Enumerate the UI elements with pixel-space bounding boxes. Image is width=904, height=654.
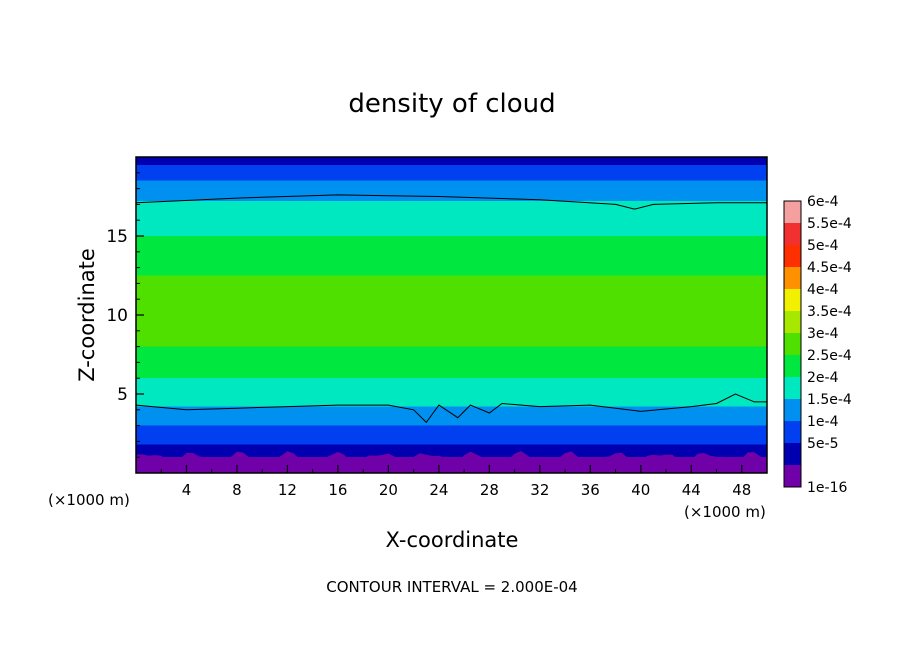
colorbar-label: 5e-5 xyxy=(807,436,838,452)
colorbar-label: 2e-4 xyxy=(807,370,839,386)
y-tick-label: 15 xyxy=(106,227,128,247)
colorbar-swatch xyxy=(784,311,801,333)
colorbar-swatch xyxy=(784,443,801,465)
x-tick-label: 16 xyxy=(328,481,347,499)
x-tick-label: 36 xyxy=(581,481,600,499)
colorbar-swatch xyxy=(784,399,801,421)
x-unit-right: (×1000 m) xyxy=(684,503,766,521)
colorbar-label: 1e-4 xyxy=(807,414,839,430)
colorbar-swatch xyxy=(784,333,801,355)
colorbar-swatch xyxy=(784,289,801,311)
colorbar-frame xyxy=(783,200,802,488)
x-tick-label: 8 xyxy=(232,481,242,499)
y-axis-label: Z-coordinate xyxy=(75,248,99,382)
contour-interval-note: CONTOUR INTERVAL = 2.000E-04 xyxy=(326,578,577,596)
colorbar-label: 3.5e-4 xyxy=(807,304,852,320)
density-field xyxy=(136,157,767,473)
contour-line-lower xyxy=(136,393,767,424)
y-tick-label: 10 xyxy=(106,306,128,326)
colorbar-swatch xyxy=(784,377,801,399)
colorbar-swatch xyxy=(784,223,801,245)
colorbar-label: 1.5e-4 xyxy=(807,392,852,408)
x-tick-label: 24 xyxy=(429,481,448,499)
x-tick-label: 44 xyxy=(682,481,701,499)
surface-low-density xyxy=(136,451,767,473)
colorbar-swatch xyxy=(784,245,801,267)
colorbar-swatch xyxy=(784,465,801,487)
y-tick-label: 5 xyxy=(117,385,128,405)
x-tick-label: 48 xyxy=(732,481,751,499)
x-tick-label: 28 xyxy=(480,481,499,499)
colorbar-label: 5.5e-4 xyxy=(807,216,852,232)
colorbar-label: 4e-4 xyxy=(807,282,839,298)
colorbar-label: 6e-4 xyxy=(807,194,839,210)
colorbar-swatch xyxy=(784,421,801,443)
x-tick-label: 40 xyxy=(631,481,650,499)
colorbar-swatch xyxy=(784,267,801,289)
colorbar-label: 3e-4 xyxy=(807,326,839,342)
x-unit-left: (×1000 m) xyxy=(48,491,130,509)
x-axis-label: X-coordinate xyxy=(386,528,519,552)
surface-layer xyxy=(136,451,767,473)
x-tick-label: 4 xyxy=(182,481,192,499)
x-axis-ticks: 4 8 12 16 20 24 28 32 36 40 44 48 xyxy=(160,465,751,499)
colorbar-label: 2.5e-4 xyxy=(807,348,852,364)
contour-line-upper xyxy=(136,194,767,210)
colorbar-label: 4.5e-4 xyxy=(807,260,852,276)
x-tick-label: 32 xyxy=(530,481,549,499)
colorbar-label: 1e-16 xyxy=(807,480,847,496)
colorbar-label: 5e-4 xyxy=(807,238,839,254)
x-tick-label: 20 xyxy=(379,481,398,499)
colorbar: 6e-4 5.5e-4 5e-4 4.5e-4 4e-4 3.5e-4 3e-4 2.5e-4… xyxy=(783,194,852,496)
colorbar-swatch xyxy=(784,355,801,377)
chart-title: density of cloud xyxy=(348,89,555,119)
x-tick-label: 12 xyxy=(278,481,297,499)
y-axis-ticks: 5 10 15 xyxy=(106,172,144,458)
plot-area xyxy=(136,157,767,473)
colorbar-swatch xyxy=(784,201,801,223)
